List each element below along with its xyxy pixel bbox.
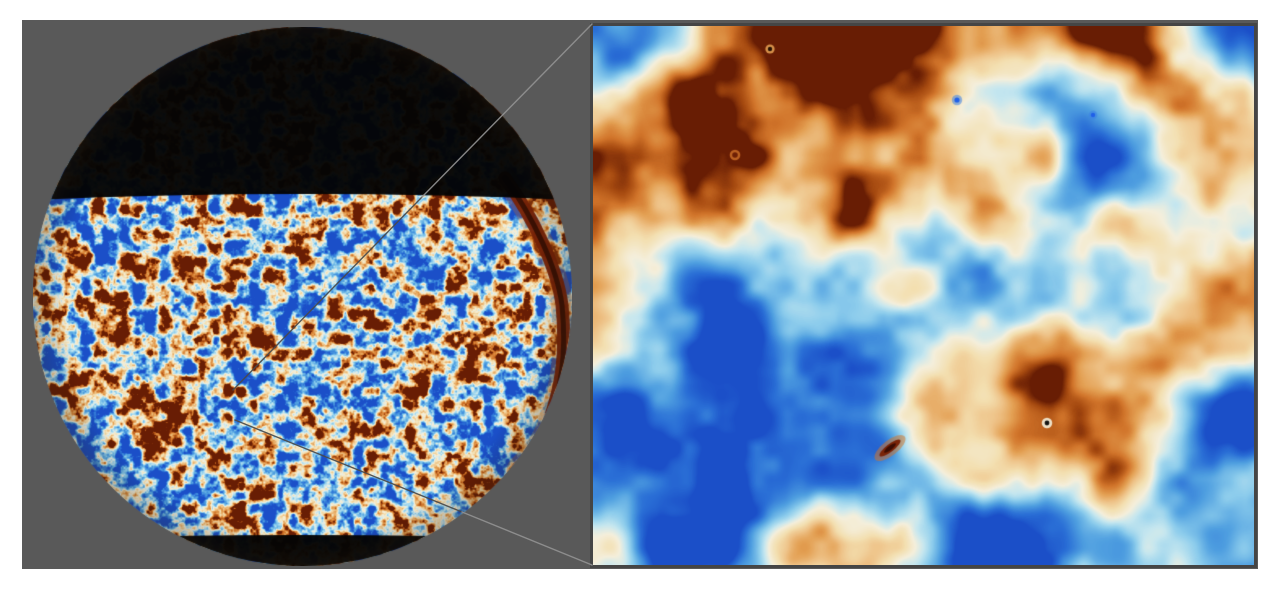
- cmb-zoom-detail-map: [593, 26, 1254, 565]
- cmb-sky-sphere-map: [33, 27, 572, 566]
- zoom-inset-frame: [590, 23, 1257, 568]
